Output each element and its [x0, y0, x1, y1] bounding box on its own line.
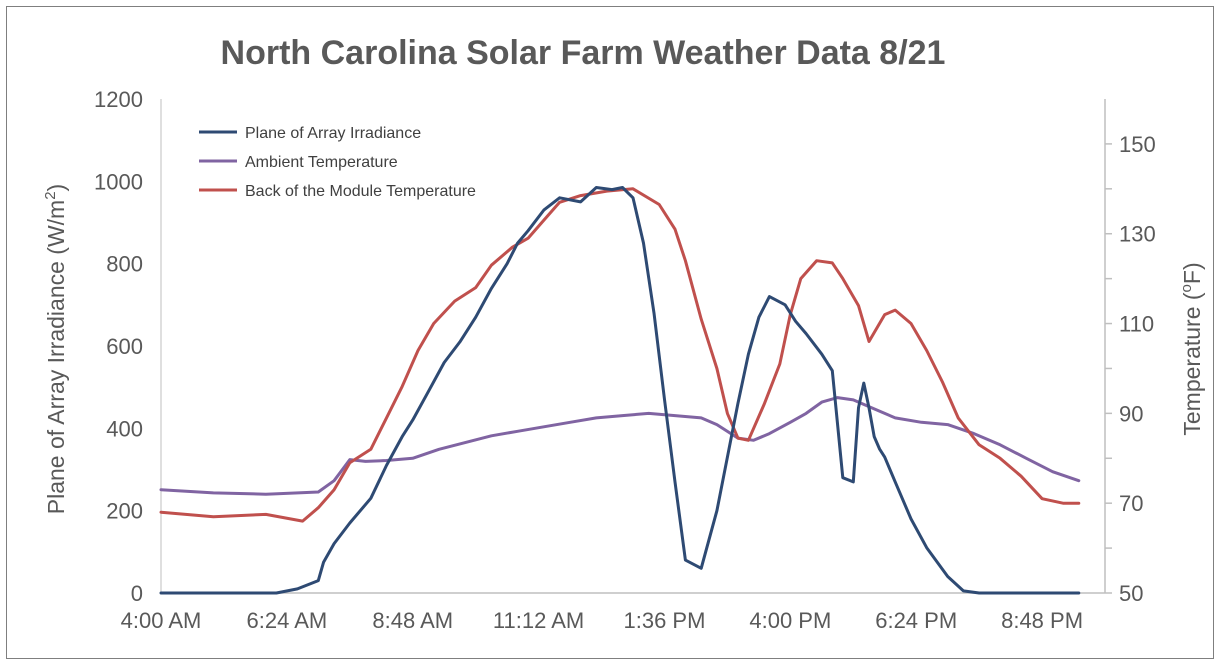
left-axis-title-superscript: 2: [42, 191, 59, 199]
right-axis-title-superscript: o: [1178, 284, 1195, 292]
x-tick-label: 8:48 PM: [1001, 608, 1083, 633]
chart-title: North Carolina Solar Farm Weather Data 8…: [221, 34, 946, 72]
legend-label: Ambient Temperature: [245, 154, 398, 171]
left-tick-label: 1200: [94, 87, 143, 112]
series-line: [159, 187, 1081, 523]
left-tick-label: 1000: [94, 169, 143, 194]
left-tick-label: 800: [106, 252, 143, 277]
series-line: [159, 396, 1081, 496]
x-tick-label: 4:00 AM: [121, 608, 202, 633]
left-axis-title-end: ): [43, 184, 69, 192]
svg-text:Plane of Array Irradiance (W/m: Plane of Array Irradiance (W/m2): [42, 184, 69, 514]
right-tick-label: 150: [1119, 132, 1156, 157]
left-axis-title: Plane of Array Irradiance (W/m2): [42, 184, 69, 514]
x-tick-label: 6:24 AM: [247, 608, 328, 633]
legend-label: Back of the Module Temperature: [245, 183, 476, 200]
left-tick-label: 400: [106, 416, 143, 441]
right-tick-label: 90: [1119, 401, 1143, 426]
right-tick-label: 70: [1119, 491, 1143, 516]
left-tick-label: 200: [106, 499, 143, 524]
x-tick-label: 8:48 AM: [372, 608, 453, 633]
right-axis-title: Temperature (oF): [1178, 262, 1205, 435]
series-line: [159, 186, 1081, 595]
svg-text:Temperature (oF): Temperature (oF): [1178, 262, 1205, 435]
solar-weather-chart: North Carolina Solar Farm Weather Data 8…: [42, 34, 1205, 633]
left-tick-label: 600: [106, 334, 143, 359]
axes: 0 200 400 600 800 1000 1200 50 70 90 110 130 150 4:00…: [94, 87, 1156, 633]
right-tick-label: 110: [1119, 312, 1154, 337]
x-tick-label: 6:24 PM: [875, 608, 957, 633]
x-tick-label: 11:12 AM: [493, 608, 584, 633]
legend: Plane of Array Irradiance Ambient Tempera…: [199, 125, 476, 200]
right-tick-label: 130: [1119, 222, 1156, 247]
right-tick-label: 50: [1119, 581, 1143, 606]
x-tick-label: 1:36 PM: [623, 608, 705, 633]
right-axis-title-text: Temperature (: [1179, 292, 1205, 436]
legend-label: Plane of Array Irradiance: [245, 125, 421, 142]
left-axis-title-text: Plane of Array Irradiance (W/m: [43, 200, 69, 514]
x-tick-label: 4:00 PM: [749, 608, 831, 633]
right-axis-title-end: F): [1179, 262, 1205, 284]
chart-frame: North Carolina Solar Farm Weather Data 8…: [6, 6, 1214, 659]
left-tick-label: 0: [131, 581, 143, 606]
series-layer: [159, 186, 1081, 595]
